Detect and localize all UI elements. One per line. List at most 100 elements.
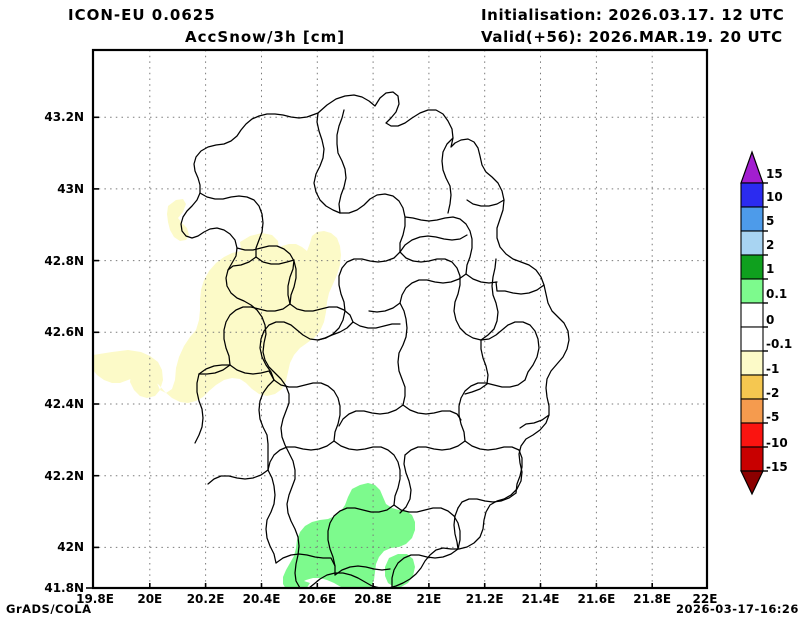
municipality-border [391, 548, 459, 588]
municipality-border [464, 440, 520, 451]
y-tick-label: 43N [57, 182, 84, 196]
colorbar-tick-label: -1 [766, 362, 780, 376]
municipality-border [465, 273, 498, 284]
municipality-border [327, 504, 395, 576]
colorbar-arrow-bottom [740, 470, 764, 496]
colorbar-ticks [763, 182, 768, 472]
initialisation-label: Initialisation: 2026.03.17. 12 UTC [481, 6, 785, 24]
shading-band-pos-0-1 [283, 483, 415, 588]
municipality-border [397, 302, 408, 406]
colorbar-tick-label: -0.1 [766, 337, 793, 351]
municipality-border [236, 245, 297, 305]
municipality-border [258, 379, 275, 471]
x-tick-label: 22E [692, 592, 718, 606]
municipality-border [229, 364, 275, 381]
x-tick-label: 21E [416, 592, 442, 606]
shading-patch-northeast [240, 233, 279, 260]
municipality-border [223, 303, 291, 366]
municipality-border [227, 256, 257, 271]
colorbar-tick-label: -2 [766, 386, 780, 400]
colorbar-band-2-5 [740, 230, 764, 256]
municipality-border [515, 449, 523, 494]
x-tick-label: 21.8E [633, 592, 672, 606]
colorbar-tick-label: 0 [766, 313, 775, 327]
municipality-border [480, 321, 540, 381]
municipality-border [402, 404, 462, 421]
x-tick-label: 20.8E [354, 592, 392, 606]
municipality-border [399, 251, 482, 341]
colorbar-band-neg15-neg10 [740, 446, 764, 472]
colorbar-band-0.1-1 [740, 278, 764, 304]
colorbar-band-1-2 [740, 254, 764, 280]
municipality-border [441, 137, 454, 214]
municipality-border [287, 259, 295, 305]
shading-sliver-south [287, 580, 310, 588]
municipality-border [199, 192, 264, 258]
colorbar-tick-label: 10 [766, 190, 783, 204]
municipality-border [313, 112, 341, 214]
colorbar-band-neg2-neg1 [740, 374, 764, 400]
municipality-border [352, 321, 401, 329]
municipality-border [336, 109, 347, 214]
colorbar-tick-label: -15 [766, 460, 788, 474]
colorbar[interactable] [740, 150, 768, 496]
x-tick-label: 20.2E [186, 592, 225, 606]
colorbar-tick-label: 15 [766, 167, 783, 181]
x-tick-label: 20E [137, 592, 163, 606]
municipality-border [267, 440, 335, 471]
colorbar-tick-label: -10 [766, 436, 788, 450]
municipality-border [480, 339, 489, 385]
generation-timestamp-label: 2026-03-17-16:26 [676, 602, 799, 616]
municipality-border [464, 383, 488, 395]
plot-background [93, 50, 707, 588]
x-tick-label: 21.4E [521, 592, 560, 606]
municipality-border [399, 273, 467, 304]
colorbar-tick-label: 1 [766, 262, 775, 276]
axis-ticks [86, 116, 708, 589]
municipality-border [480, 258, 499, 341]
municipality-border [458, 379, 526, 442]
municipality-border [466, 199, 505, 207]
municipality-border [259, 321, 319, 381]
municipality-border [399, 234, 468, 253]
colorbar-band-10-15 [740, 182, 764, 208]
municipality-border [495, 281, 545, 295]
municipality-border [265, 469, 277, 564]
valid-time-label: Valid(+56): 2026.MAR.19. 20 UTC [481, 28, 783, 46]
grads-credit-label: GrADS/COLA [6, 602, 92, 616]
municipality-border [338, 404, 404, 427]
municipality-border [393, 504, 461, 550]
shading-band-neg-0-1 [93, 231, 341, 403]
shading-blob-upper-left [167, 199, 189, 241]
colorbar-tick-label: -5 [766, 410, 780, 424]
colorbar-tick-label: 5 [766, 214, 775, 228]
municipality-border [399, 454, 412, 514]
y-tick-label: 42.2N [44, 469, 84, 483]
country-border [180, 91, 570, 588]
x-tick-label: 21.2E [465, 592, 504, 606]
y-tick-label: 41.8N [44, 581, 84, 595]
x-tick-label: 20.4E [242, 592, 281, 606]
municipality-border [207, 469, 269, 485]
municipality-border [519, 414, 550, 429]
colorbar-band-neg0.1-0 [740, 326, 764, 352]
municipality-border [255, 256, 295, 265]
colorbar-band-neg10-neg5 [740, 422, 764, 448]
municipality-border [317, 321, 354, 341]
y-tick-label: 42N [57, 540, 84, 554]
colorbar-tick-label: 0.1 [766, 287, 788, 301]
colorbar-tick-label: 2 [766, 238, 775, 252]
municipality-border [275, 553, 336, 567]
municipality-border [453, 507, 459, 550]
model-name-label: ICON-EU 0.0625 [68, 6, 216, 24]
municipality-border [198, 364, 231, 375]
municipality-border [457, 492, 517, 509]
municipality-border [198, 364, 231, 375]
municipality-border [404, 440, 466, 456]
municipality-border [333, 440, 401, 506]
gridlines [93, 50, 707, 588]
municipality-border [273, 379, 341, 442]
y-tick-label: 42.6N [44, 325, 84, 339]
y-tick-label: 43.2N [44, 110, 84, 124]
